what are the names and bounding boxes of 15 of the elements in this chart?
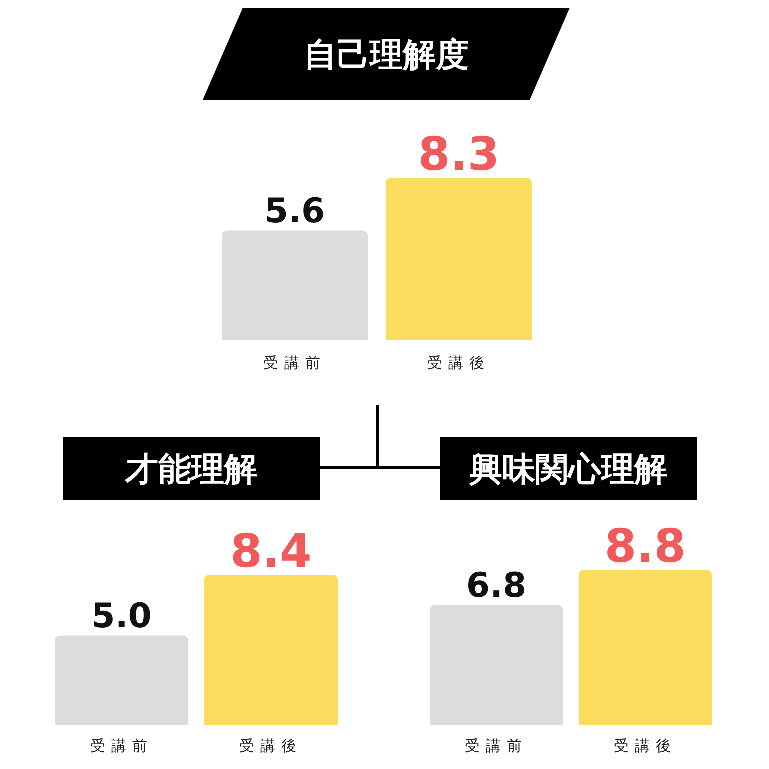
x-tick-label: 受講前 — [465, 737, 528, 755]
x-tick-label: 受講後 — [427, 354, 490, 372]
data-label: 8.4 — [230, 524, 312, 578]
data-label: 8.3 — [418, 127, 500, 181]
chart-title: 才能理解 — [124, 450, 258, 488]
chart-title: 興味関心理解 — [468, 450, 668, 488]
x-tick-label: 受講前 — [264, 354, 327, 372]
data-label: 5.0 — [92, 596, 152, 637]
chart-title: 自己理解度 — [304, 35, 469, 74]
x-tick-label: 受講後 — [240, 737, 303, 755]
x-tick-label: 受講後 — [614, 737, 677, 755]
x-tick-label: 受講前 — [90, 737, 154, 755]
data-label: 6.8 — [466, 566, 527, 606]
data-label: 8.8 — [604, 519, 686, 573]
data-label: 5.6 — [264, 192, 326, 232]
